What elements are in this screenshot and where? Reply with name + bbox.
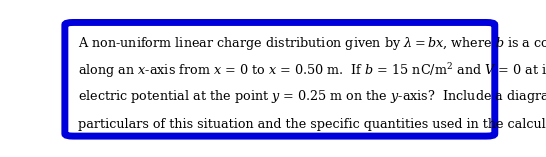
FancyBboxPatch shape <box>65 22 495 136</box>
Text: along an $x$-axis from $x$ = 0 to $x$ = 0.50 m.  If $b$ = 15 nC/m$^2$ and $V$ = : along an $x$-axis from $x$ = 0 to $x$ = … <box>78 61 546 80</box>
Text: A non-uniform linear charge distribution given by $\lambda = bx$, where $b$ is a: A non-uniform linear charge distribution… <box>78 35 546 51</box>
Text: particulars of this situation and the specific quantities used in the calculatio: particulars of this situation and the sp… <box>78 117 546 130</box>
Text: electric potential at the point $y$ = 0.25 m on the $y$-axis?  Include a diagram: electric potential at the point $y$ = 0.… <box>78 88 546 105</box>
